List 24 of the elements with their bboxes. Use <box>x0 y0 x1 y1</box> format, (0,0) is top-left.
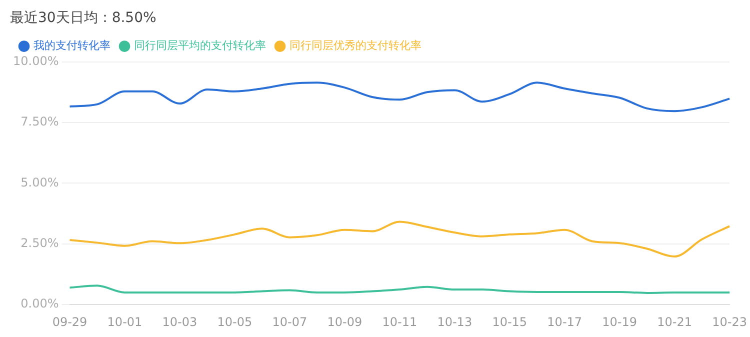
x-tick-label: 10-15 <box>492 314 528 329</box>
y-tick-label: 10.00% <box>12 54 59 68</box>
x-tick-label: 10-05 <box>217 314 252 329</box>
y-tick-label: 2.50% <box>20 236 59 250</box>
x-tick-label: 10-17 <box>547 314 582 329</box>
x-tick-label: 09-29 <box>52 314 88 329</box>
legend-label: 同行同层优秀的支付转化率 <box>290 39 422 52</box>
x-tick-label: 10-11 <box>382 314 418 329</box>
x-tick-label: 10-07 <box>272 314 308 329</box>
chart-title: 最近30天日均：8.50% <box>10 10 156 26</box>
y-tick-label: 7.50% <box>20 114 59 129</box>
line-series <box>68 82 731 112</box>
line-series <box>68 284 731 294</box>
x-tick-label: 10-21 <box>657 314 692 329</box>
x-tick-label: 10-01 <box>107 314 142 329</box>
legend-label: 我的支付转化率 <box>34 39 110 52</box>
x-tick-label: 10-19 <box>602 314 638 329</box>
y-tick-label: 0.00% <box>20 296 59 311</box>
x-tick-label: 10-23 <box>712 314 748 329</box>
y-tick-label: 5.00% <box>20 175 59 190</box>
x-tick-label: 10-13 <box>437 314 472 329</box>
x-tick-label: 10-09 <box>327 314 362 329</box>
x-tick-label: 10-03 <box>162 314 198 329</box>
legend-label: 同行同层平均的支付转化率 <box>134 39 266 52</box>
